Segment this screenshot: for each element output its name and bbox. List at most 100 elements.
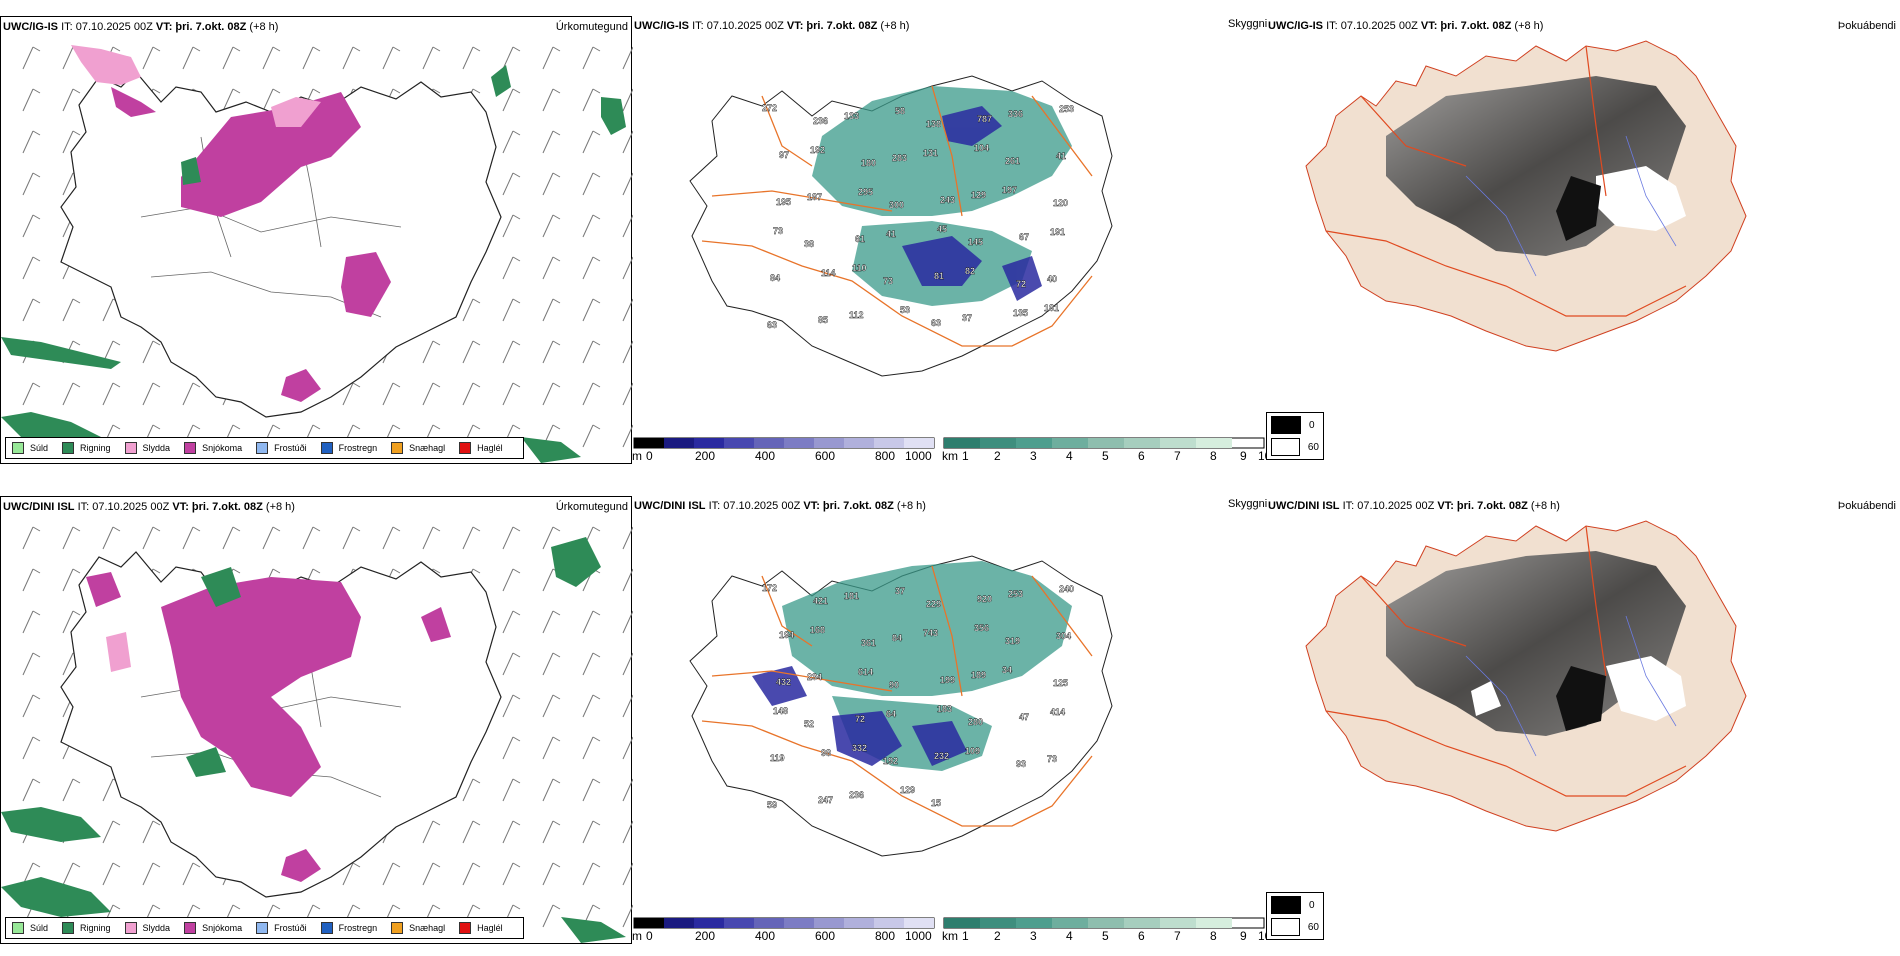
legend-label: Frostúði <box>274 923 307 933</box>
swatch <box>256 922 269 934</box>
height-label: 195 <box>776 197 791 207</box>
cloud-scale-m-bottom: m 0 200 400 600 800 1000 <box>632 916 936 945</box>
height-label: 432 <box>776 677 791 687</box>
lead-time: (+8 h) <box>249 21 279 33</box>
valid-time-label: VT: <box>1437 500 1454 512</box>
height-label: 129 <box>971 190 986 200</box>
height-label: 181 <box>1044 303 1059 313</box>
swatch <box>391 442 404 454</box>
height-label: 72 <box>855 714 865 724</box>
fog-key-bottom: 0 60 <box>1266 892 1324 940</box>
svg-text:2: 2 <box>994 449 1001 462</box>
svg-text:7: 7 <box>1174 449 1181 462</box>
height-label: 232 <box>934 751 949 761</box>
height-label: 125 <box>1053 678 1068 688</box>
roads <box>1325 45 1687 317</box>
swatch <box>391 922 404 934</box>
height-label: 187 <box>807 192 822 202</box>
height-label: 189 <box>971 670 986 680</box>
svg-text:7: 7 <box>1174 929 1181 942</box>
unit-label: km <box>942 929 958 942</box>
fog-map-top <box>1305 40 1747 352</box>
valid-time: þri. 7.okt. 08Z <box>175 21 247 33</box>
precip-type-panel-top: UWC/IG-IS IT: 07.10.2025 00Z VT: þri. 7.… <box>0 16 633 464</box>
cloud-map-bottom: 172 421 181 37 229 920 253 240 194 168 361 84 743 356… <box>689 555 1113 857</box>
height-label: 58 <box>895 106 905 116</box>
height-label: 40 <box>1047 274 1057 284</box>
lead-time: (+8 h) <box>880 20 910 32</box>
height-label: 253 <box>1059 104 1074 114</box>
height-label: 104 <box>974 143 989 153</box>
model-name: UWC/DINI ISL <box>3 501 75 513</box>
legend-item: Slydda <box>124 442 170 454</box>
legend-label: Súld <box>30 443 49 453</box>
svg-text:3: 3 <box>1030 929 1037 942</box>
valid-time: þri. 7.okt. 08Z <box>1456 500 1528 512</box>
legend-item: Snæhagl <box>391 922 445 934</box>
legend-label: Haglél <box>477 923 503 933</box>
height-label: 131 <box>923 148 938 158</box>
height-label: 356 <box>974 623 989 633</box>
height-label: 63 <box>931 318 941 328</box>
height-label: 41 <box>886 229 896 239</box>
panel-caption: Úrkomutegund <box>555 21 628 33</box>
swatch <box>124 922 137 934</box>
legend-label: Frostúði <box>274 443 307 453</box>
svg-text:4: 4 <box>1066 929 1073 942</box>
height-label: 98 <box>821 748 831 758</box>
height-label: 119 <box>770 753 785 763</box>
svg-text:4: 4 <box>1066 449 1073 462</box>
swatch <box>12 442 24 454</box>
legend-label: Snjókoma <box>202 443 243 453</box>
height-label: 197 <box>1002 185 1017 195</box>
valid-time-label: VT: <box>1420 20 1438 32</box>
legend-item: Haglél <box>459 442 503 454</box>
valid-time: þri. 7.okt. 08Z <box>806 20 878 32</box>
height-label: 112 <box>849 310 864 320</box>
svg-text:200: 200 <box>695 449 715 462</box>
height-label: 67 <box>1019 232 1029 242</box>
height-label: 234 <box>807 672 822 682</box>
height-label: 15 <box>931 798 941 808</box>
cloud-blue <box>902 106 1042 301</box>
legend-item: Frostúði <box>256 922 307 934</box>
height-label: 336 <box>1008 109 1023 119</box>
panel-caption: Þokuábendi <box>1837 500 1896 512</box>
height-label: 247 <box>818 795 833 805</box>
svg-text:2: 2 <box>994 929 1001 942</box>
height-label: 114 <box>821 268 836 278</box>
unit-label: km <box>942 449 958 462</box>
svg-text:400: 400 <box>755 929 775 942</box>
model-name: UWC/DINI ISL <box>634 500 706 512</box>
unit-label: m <box>632 449 642 462</box>
height-label: 63 <box>767 320 777 330</box>
cloud-base-panel-bottom: 172 421 181 37 229 920 253 240 194 168 361 84 743 356… <box>632 496 1267 956</box>
valid-time: þri. 7.okt. 08Z <box>822 500 894 512</box>
height-label: 53 <box>900 305 910 315</box>
height-label: 332 <box>852 743 867 753</box>
svg-text:600: 600 <box>815 449 835 462</box>
height-label: 743 <box>923 628 938 638</box>
legend-item: Rigning <box>62 922 111 934</box>
height-label: 181 <box>844 591 859 601</box>
height-label: 59 <box>767 800 777 810</box>
height-label: 72 <box>1016 279 1026 289</box>
init-time: IT: 07.10.2025 00Z <box>708 500 801 512</box>
fog-map-bottom <box>1305 520 1747 832</box>
svg-text:800: 800 <box>875 449 895 462</box>
valid-time-label: VT: <box>172 501 189 513</box>
panel-caption: Skyggni <box>1228 18 1268 30</box>
panel-header: UWC/DINI ISL IT: 07.10.2025 00Z VT: þri.… <box>1268 500 1560 512</box>
precip-map-bottom <box>1 526 633 943</box>
panel-caption: Úrkomutegund <box>555 501 628 513</box>
legend-item: Snjókoma <box>184 442 242 454</box>
snow-areas <box>86 572 451 882</box>
roads <box>701 565 1093 827</box>
legend-item: Snjókoma <box>184 922 242 934</box>
svg-text:1: 1 <box>962 929 969 942</box>
height-label: 82 <box>965 266 975 276</box>
rain-areas <box>1 65 626 463</box>
swatch <box>320 442 333 454</box>
rivers <box>1465 615 1677 757</box>
swatch <box>62 922 75 934</box>
